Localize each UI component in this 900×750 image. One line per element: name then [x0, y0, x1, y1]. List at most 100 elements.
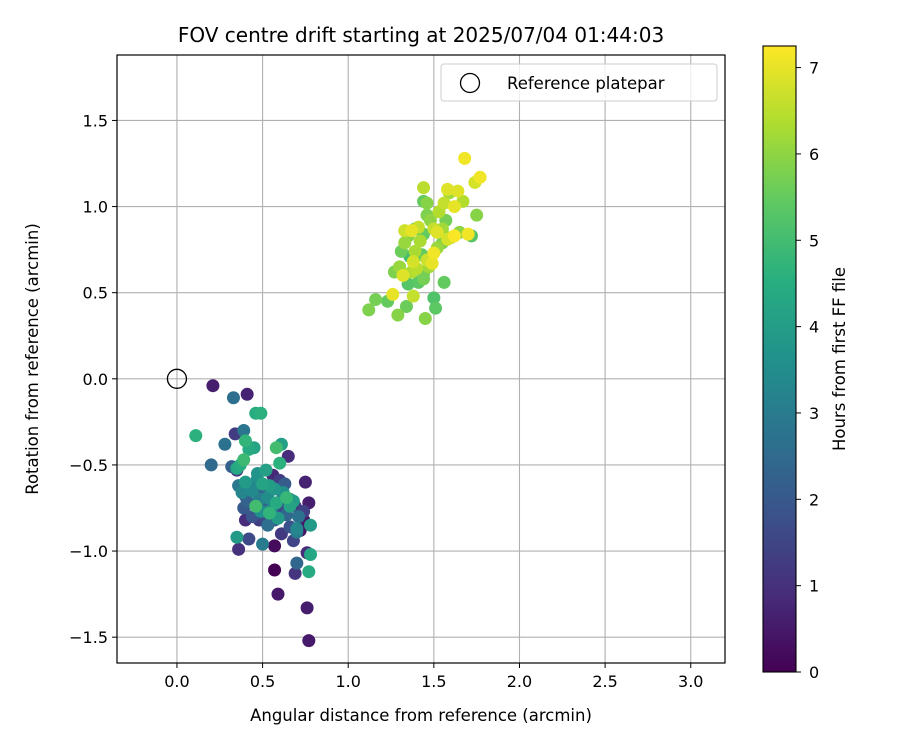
- data-point: [405, 224, 419, 238]
- data-point: [218, 437, 232, 451]
- data-point: [300, 601, 314, 615]
- data-point: [429, 301, 443, 315]
- colorbar-tick-label: 2: [809, 490, 819, 509]
- data-point: [427, 246, 441, 260]
- legend: Reference platepar: [440, 63, 718, 102]
- data-point: [249, 499, 263, 513]
- data-point: [269, 496, 283, 510]
- data-point: [268, 563, 282, 577]
- data-point: [273, 456, 287, 470]
- x-tick-label: 3.0: [678, 672, 703, 691]
- data-point: [461, 227, 475, 241]
- data-point: [425, 256, 439, 270]
- x-tick-label: 0.5: [250, 672, 275, 691]
- legend-marker: [459, 72, 481, 94]
- data-point: [304, 547, 318, 561]
- data-point: [398, 236, 412, 250]
- x-tick-label: 0.0: [164, 672, 189, 691]
- scatter-points: [189, 151, 487, 648]
- y-tick-label: 1.0: [83, 198, 108, 217]
- x-tick-label: 2.5: [592, 672, 617, 691]
- colorbar-tick-label: 3: [809, 404, 819, 423]
- data-point: [369, 293, 383, 307]
- data-point: [417, 272, 431, 286]
- colorbar-tick-label: 4: [809, 318, 819, 337]
- data-point: [302, 634, 316, 648]
- y-tick-label: 1.5: [83, 111, 108, 130]
- data-point: [417, 181, 431, 195]
- colorbar-gradient: [763, 46, 796, 672]
- data-point: [362, 303, 376, 317]
- reference-point: [166, 368, 188, 389]
- data-point: [302, 565, 316, 579]
- data-point: [189, 429, 203, 443]
- data-point: [254, 406, 268, 420]
- y-tick-label: 0.0: [83, 370, 108, 389]
- data-point: [427, 291, 441, 305]
- y-tick-label: −1.5: [69, 628, 108, 647]
- x-tick-label: 1.5: [421, 672, 446, 691]
- data-point: [206, 379, 220, 393]
- colorbar-tick-label: 1: [809, 577, 819, 596]
- y-axis: −1.5 −1.0 −0.5 0.0 0.5 1.0 1.5: [69, 111, 117, 647]
- data-point: [470, 208, 484, 222]
- x-axis: 0.0 0.5 1.0 1.5 2.0 2.5 3.0: [164, 663, 703, 691]
- data-point: [430, 225, 444, 239]
- data-point: [235, 485, 249, 499]
- colorbar-tick-label: 6: [809, 145, 819, 164]
- data-point: [473, 170, 487, 184]
- colorbar-label: Hours from first FF file: [830, 267, 849, 451]
- data-point: [256, 477, 270, 491]
- data-point: [437, 275, 451, 289]
- y-tick-label: −0.5: [69, 456, 108, 475]
- data-point: [240, 387, 254, 401]
- data-point: [238, 434, 252, 448]
- data-point: [437, 196, 451, 210]
- data-point: [290, 556, 304, 570]
- data-point: [259, 463, 273, 477]
- data-point: [386, 287, 400, 301]
- reference-marker: [166, 368, 188, 389]
- y-tick-label: 0.5: [83, 284, 108, 303]
- data-point: [226, 391, 240, 405]
- colorbar: 0 1 2 3 4 5 6 7 Hours from first FF file: [762, 45, 849, 682]
- data-point: [204, 458, 218, 472]
- data-point: [298, 475, 312, 489]
- x-tick-label: 1.0: [335, 672, 360, 691]
- data-point: [237, 453, 251, 467]
- data-point: [441, 182, 455, 196]
- legend-box: [440, 63, 718, 102]
- plot-frame: [116, 54, 726, 664]
- data-point: [418, 312, 432, 326]
- colorbar-frame: [762, 45, 797, 673]
- data-point: [262, 506, 276, 520]
- colorbar-tick-label: 7: [809, 59, 819, 78]
- data-point: [261, 518, 275, 532]
- data-point: [290, 522, 304, 536]
- data-point: [237, 423, 251, 437]
- data-point: [238, 475, 252, 489]
- data-point: [391, 308, 405, 322]
- y-axis-label: Rotation from reference (arcmin): [23, 223, 42, 495]
- data-point: [458, 151, 472, 165]
- data-point: [451, 184, 465, 198]
- data-point: [447, 200, 461, 214]
- data-point: [292, 510, 306, 524]
- y-tick-label: −1.0: [69, 542, 108, 561]
- data-point: [232, 542, 246, 556]
- data-point: [420, 196, 434, 210]
- data-point: [230, 530, 244, 544]
- data-point: [406, 289, 420, 303]
- data-point: [304, 518, 318, 532]
- data-point: [269, 441, 283, 455]
- data-point: [268, 539, 282, 553]
- data-point: [271, 587, 285, 601]
- data-point: [396, 268, 410, 282]
- x-tick-label: 2.0: [507, 672, 532, 691]
- data-point: [413, 234, 427, 248]
- data-point: [406, 255, 420, 269]
- data-point: [288, 566, 302, 580]
- data-point: [242, 532, 256, 546]
- chart-title: FOV centre drift starting at 2025/07/04 …: [178, 23, 664, 47]
